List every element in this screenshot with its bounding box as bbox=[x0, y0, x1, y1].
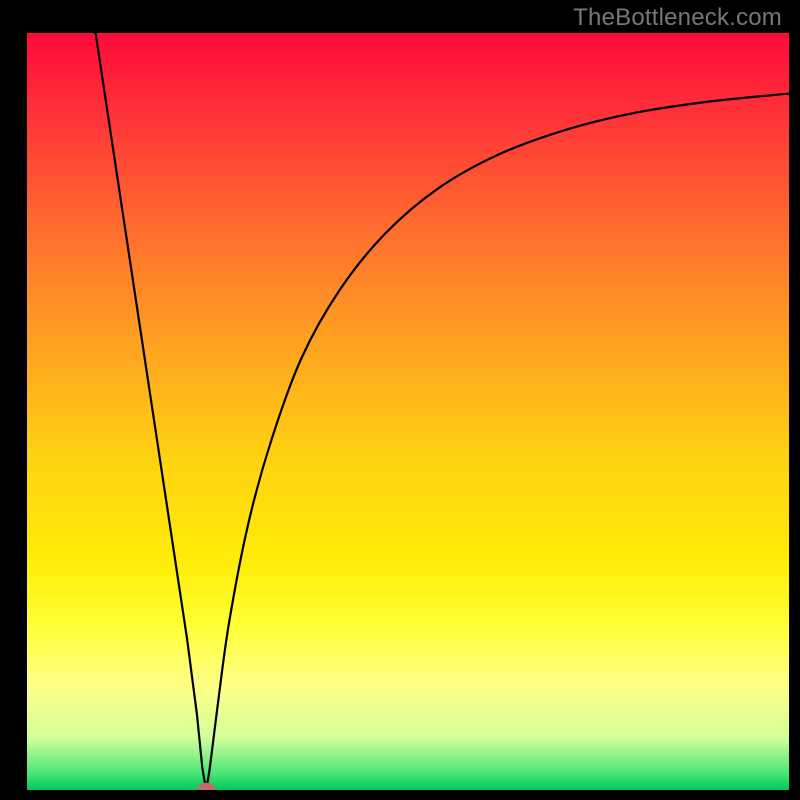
watermark-label: TheBottleneck.com bbox=[573, 4, 782, 32]
dip-marker bbox=[197, 783, 215, 795]
chart-frame: TheBottleneck.com bbox=[0, 0, 800, 800]
bottleneck-chart bbox=[0, 0, 800, 800]
gradient-background bbox=[27, 33, 789, 790]
